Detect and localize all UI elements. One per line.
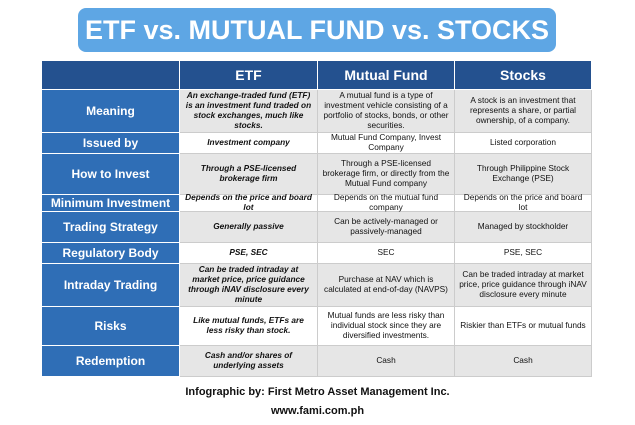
row-label: Minimum Investment [42,195,180,212]
table-cell: Can be traded intraday at market price, … [455,264,592,307]
comparison-table: ETF Mutual Fund Stocks Meaning An exchange-t… [42,61,592,377]
table-cell: PSE, SEC [455,243,592,264]
row-label: Redemption [42,346,180,377]
table-cell: SEC [318,243,455,264]
table-cell: Depends on the price and board lot [455,192,592,212]
row-label: Issued by [42,133,180,154]
table-cell: Generally passive [180,212,318,243]
table-cell: Can be traded intraday at market price, … [180,264,318,307]
title-banner: ETF vs. MUTUAL FUND vs. STOCKS [78,8,556,52]
table-cell: Can be actively-managed or passively-man… [318,212,455,243]
table-cell: Depends on the price and board lot [180,192,318,212]
row-label: How to Invest [42,154,180,195]
table-cell: Riskier than ETFs or mutual funds [455,307,592,346]
table-cell: A stock is an investment that represents… [455,90,592,133]
table-cell: Listed corporation [455,133,592,154]
table-cell: Cash [455,346,592,377]
table-cell: Cash [318,346,455,377]
table-cell: Mutual Fund Company, Invest Company [318,132,455,154]
column-header: ETF [180,61,318,90]
column-header: Stocks [455,61,592,90]
table-cell: Purchase at NAV which is calculated at e… [318,264,455,307]
table-cell: Through Philippine Stock Exchange (PSE) [455,154,592,195]
row-label: Trading Strategy [42,212,180,243]
table-cell: A mutual fund is a type of investment ve… [318,90,455,133]
footer-credit: Infographic by: First Metro Asset Manage… [185,386,450,398]
row-label: Regulatory Body [42,243,180,264]
table-cell: Like mutual funds, ETFs are less risky t… [180,307,318,346]
row-label: Meaning [42,90,180,133]
table-cell: Investment company [180,133,318,154]
table-cell: An exchange-traded fund (ETF) is an inve… [180,90,318,133]
row-label: Risks [42,307,180,346]
table-cell: Mutual funds are less risky than individ… [318,307,455,346]
table-cell: Managed by stockholder [455,212,592,243]
table-cell: Through a PSE-licensed brokerage firm, o… [318,154,455,195]
table-cell: Through a PSE-licensed brokerage firm [180,154,318,195]
row-label: Intraday Trading [42,264,180,307]
table-cell: Depends on the mutual fund company [318,192,455,212]
table-cell: Cash and/or shares of underlying assets [180,346,318,377]
column-header: Mutual Fund [318,61,455,90]
corner-cell [42,61,180,90]
footer-url: www.fami.com.ph [270,405,365,417]
table-cell: PSE, SEC [180,243,318,264]
